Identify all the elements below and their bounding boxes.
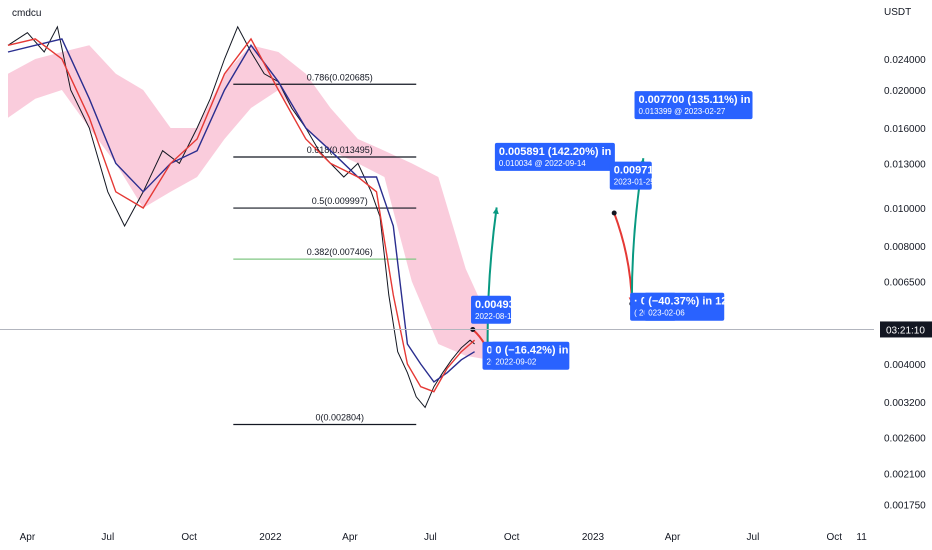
callout-box [471,295,512,324]
callout-sub: 0.013399 @ 2023-02-27 [639,107,726,116]
x-tick-label: Apr [342,532,358,543]
fib-label: 0.618(0.013495) [307,145,373,155]
y-tick-label: 0.004000 [884,360,926,371]
callout-box [491,341,570,370]
x-tick-label: Apr [665,532,681,543]
callout-title: 0.004937 [475,299,521,311]
y-tick-label: 0.006500 [884,277,926,288]
fib-label: 0(0.002804) [315,412,364,422]
price-series [7,25,476,409]
x-tick-label: Oct [181,532,197,543]
callout-box [634,91,753,120]
series-line-1 [7,38,475,383]
x-axis: Apr Jul Oct 2022 Apr Jul Oct 2023 Apr Jul Oct 11 [20,532,868,543]
x-tick-label: Apr [20,532,36,543]
callout-title: 0.005891 (142.20%) in 10d [499,146,634,158]
callout-sub: 2023-01-25 [614,178,655,187]
y-tick-label: 0.024000 [884,55,926,66]
x-tick-label: 2022 [259,532,282,543]
cloud-area [8,45,489,360]
callout-title: (−40.37%) in 12d [648,296,734,308]
current-price-tag[interactable]: 03:21:10 [880,321,932,338]
y-axis-unit: USDT [884,7,911,18]
source-watermark: cmdcu [12,8,41,19]
y-tick-label: 0.013000 [884,159,926,170]
projection-arrowhead [492,207,499,215]
y-tick-label: 0.002100 [884,470,926,481]
callout-sub: 2022-08-1 [475,312,512,321]
y-tick-label: 0.002600 [884,433,926,444]
series-line-0 [7,25,475,409]
projection-arrow [486,207,498,359]
y-tick-label: 0.010000 [884,204,926,215]
y-tick-label: 0.008000 [884,242,926,253]
x-tick-label: 2023 [582,532,605,543]
series-line-2 [7,37,476,393]
x-tick-label: Oct [504,532,520,543]
ichimoku-cloud [8,45,489,360]
fib-label: 0.786(0.020685) [307,72,373,82]
callout-sub: 2022-09-02 [495,358,536,367]
callout-title: 0.009711 [614,165,659,177]
callout-box [644,292,725,321]
price-tag-label: 03:21:10 [886,325,925,336]
fib-label: 0.5(0.009997) [312,196,368,206]
y-tick-label: 0.003200 [884,398,926,409]
y-tick-label: 0.020000 [884,86,926,97]
callout-box [609,161,652,190]
x-tick-label: Jul [101,532,114,543]
x-tick-label: Jul [424,532,437,543]
callout-title: 0 (−16.42%) in 16d [495,345,590,357]
callout-title: 0.007700 (135.11%) in 13d [639,94,773,106]
price-tag-background [880,321,932,338]
callout-sub: 0.010034 @ 2022-09-14 [499,159,586,168]
x-tick-label: 11 [856,532,867,543]
y-tick-label: 0.001750 [884,501,926,512]
callout-box [494,142,615,171]
callout-sub: 023-02-06 [648,309,685,318]
projection-point [611,210,617,216]
x-tick-label: Oct [826,532,842,543]
y-tick-label: 0.016000 [884,124,926,135]
fib-label: 0.382(0.007406) [307,247,373,257]
x-tick-label: Jul [747,532,760,543]
y-axis: 0.024000 0.020000 0.016000 0.013000 0.010000… [884,55,926,512]
